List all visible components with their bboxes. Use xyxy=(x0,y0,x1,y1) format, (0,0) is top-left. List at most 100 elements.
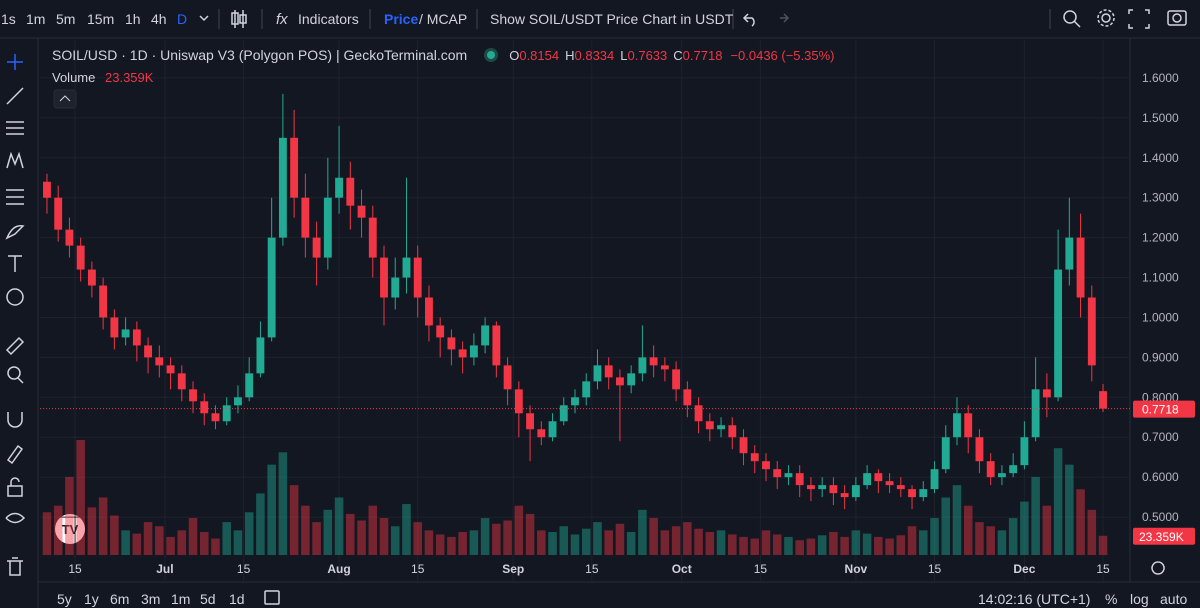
interval-button[interactable]: 1m xyxy=(26,11,46,27)
undo-button[interactable] xyxy=(742,13,755,27)
last-price-label: 0.7718 xyxy=(1142,403,1179,417)
candle-body xyxy=(953,413,961,438)
candle-body xyxy=(144,345,153,358)
chart-title: SOIL/USD · 1D · Uniswap V3 (Polygon POS)… xyxy=(52,47,468,63)
volume-bar xyxy=(301,505,310,555)
mcap-toggle[interactable]: / MCAP xyxy=(419,11,468,27)
x-tick-label: Jul xyxy=(156,562,173,576)
interval-button[interactable]: 15m xyxy=(87,11,115,27)
candle-body xyxy=(694,405,703,422)
text-tool[interactable] xyxy=(8,255,22,272)
ohlc-value: 0.8334 xyxy=(574,47,615,63)
fullscreen-button[interactable] xyxy=(1128,9,1150,29)
time-axis-settings[interactable] xyxy=(1151,561,1165,575)
candle-body xyxy=(492,325,501,366)
candle-body xyxy=(346,177,355,206)
volume-bar xyxy=(1008,518,1018,555)
interval-button[interactable]: D xyxy=(177,11,188,27)
candle-body xyxy=(784,473,793,478)
forecast-tool[interactable] xyxy=(6,189,24,205)
volume-bar xyxy=(593,522,602,555)
candle-body xyxy=(211,413,220,422)
settings-button[interactable] xyxy=(1101,13,1111,23)
crosshair-tool[interactable] xyxy=(7,54,23,70)
auto-toggle[interactable]: auto xyxy=(1160,591,1188,607)
range-button[interactable]: 5y xyxy=(57,591,72,607)
trendline-tool[interactable] xyxy=(6,87,24,105)
indicators-button[interactable]: Indicators xyxy=(298,11,359,27)
range-button[interactable]: 5d xyxy=(200,591,216,607)
chart-type-button[interactable] xyxy=(231,10,247,28)
lock-tool[interactable] xyxy=(7,485,23,497)
candle-body xyxy=(402,257,411,278)
candle-body xyxy=(627,373,636,386)
candle-body xyxy=(200,401,209,414)
range-button[interactable]: 1y xyxy=(84,591,99,607)
price-toggle[interactable]: Price xyxy=(384,11,419,27)
fx-icon[interactable]: fx xyxy=(276,11,288,28)
interval-button[interactable]: 1s xyxy=(1,11,16,27)
volume-bar xyxy=(525,513,535,555)
volume-bar xyxy=(1076,489,1085,555)
percent-toggle[interactable]: % xyxy=(1105,591,1118,607)
candle-body xyxy=(132,329,141,346)
zoom-button[interactable] xyxy=(1063,10,1077,24)
volume-bar xyxy=(1053,448,1063,555)
interval-button[interactable]: 4h xyxy=(151,11,167,27)
brush-tool[interactable] xyxy=(5,225,25,240)
candle-body xyxy=(278,137,287,238)
y-tick-label: 0.7000 xyxy=(1142,430,1179,444)
redo-button[interactable] xyxy=(780,13,790,23)
volume-bar xyxy=(963,505,973,555)
volume-bar xyxy=(862,533,872,555)
range-button[interactable]: 1m xyxy=(171,591,191,607)
volume-bar xyxy=(1087,509,1097,555)
y-tick-label: 1.0000 xyxy=(1142,310,1179,324)
pattern-tool[interactable] xyxy=(6,151,24,169)
status-dot xyxy=(487,51,496,59)
y-tick-label: 1.5000 xyxy=(1142,111,1179,125)
candle-body xyxy=(1054,269,1063,398)
zoom-tool[interactable] xyxy=(7,366,21,380)
interval-button[interactable]: 5m xyxy=(56,11,76,27)
candle-body xyxy=(717,425,725,430)
volume-bar xyxy=(907,526,917,555)
volume-bar xyxy=(806,538,816,555)
candle-body xyxy=(537,429,546,438)
volume-bar xyxy=(750,538,760,555)
visibility-tool[interactable] xyxy=(5,512,26,524)
x-tick-label: 15 xyxy=(68,562,82,576)
candle-body xyxy=(290,137,299,198)
candle-body xyxy=(559,405,568,422)
lock-drawing-tool[interactable] xyxy=(6,444,24,465)
magnet-tool[interactable] xyxy=(7,412,23,428)
volume-bar xyxy=(896,535,906,555)
volume-bar xyxy=(110,515,119,555)
collapse-button[interactable] xyxy=(53,89,77,109)
interval-button[interactable]: 1h xyxy=(125,11,141,27)
range-button[interactable]: 1d xyxy=(229,591,245,607)
calendar-button[interactable] xyxy=(264,590,280,605)
log-toggle[interactable]: log xyxy=(1130,591,1149,607)
emoji-tool[interactable] xyxy=(6,288,24,306)
range-button[interactable]: 6m xyxy=(110,591,130,607)
volume-bar xyxy=(660,530,670,555)
range-button[interactable]: 3m xyxy=(141,591,161,607)
candle-body xyxy=(189,389,197,402)
delete-tool[interactable] xyxy=(7,557,23,576)
candle-body xyxy=(166,365,175,374)
candle-body xyxy=(99,285,108,318)
candle-body xyxy=(986,461,995,478)
volume-bar xyxy=(267,464,276,555)
volume-bar xyxy=(492,523,501,555)
volume-bar xyxy=(683,522,692,555)
volume-bar xyxy=(402,504,411,555)
ruler-tool[interactable] xyxy=(5,336,25,356)
fib-tool[interactable] xyxy=(6,121,24,135)
tv-logo: TV xyxy=(55,514,85,544)
usdt-toggle[interactable]: Show SOIL/USDT Price Chart in USDT xyxy=(490,11,734,27)
x-tick-label: 15 xyxy=(1096,562,1110,576)
screenshot-button[interactable] xyxy=(1167,10,1187,26)
interval-dropdown[interactable] xyxy=(199,15,209,22)
candle-body xyxy=(548,421,557,438)
